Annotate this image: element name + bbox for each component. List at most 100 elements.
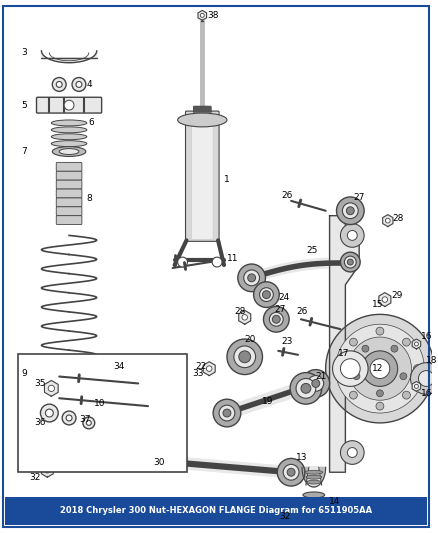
Circle shape: [206, 366, 212, 372]
Circle shape: [344, 256, 356, 268]
Circle shape: [414, 384, 418, 389]
Circle shape: [83, 417, 95, 429]
Circle shape: [350, 338, 357, 346]
Text: 9: 9: [22, 369, 28, 378]
Circle shape: [340, 252, 360, 272]
Text: 30: 30: [153, 458, 164, 467]
Text: 4: 4: [87, 80, 92, 89]
Bar: [18, 354, 187, 472]
Text: 1: 1: [224, 175, 230, 184]
Circle shape: [346, 207, 354, 215]
Circle shape: [370, 359, 390, 378]
Polygon shape: [41, 463, 53, 477]
Circle shape: [64, 100, 74, 110]
Circle shape: [296, 378, 316, 398]
Text: 13: 13: [296, 453, 307, 462]
FancyBboxPatch shape: [56, 216, 82, 224]
Circle shape: [72, 77, 86, 91]
Polygon shape: [42, 51, 97, 63]
Ellipse shape: [51, 127, 87, 133]
Polygon shape: [45, 381, 58, 396]
Circle shape: [347, 259, 353, 265]
Text: 27: 27: [353, 193, 365, 203]
Circle shape: [348, 337, 411, 400]
Ellipse shape: [59, 149, 79, 155]
Circle shape: [343, 203, 358, 219]
FancyBboxPatch shape: [186, 111, 219, 241]
Circle shape: [45, 467, 50, 473]
Circle shape: [242, 314, 247, 320]
Circle shape: [238, 264, 265, 292]
Circle shape: [66, 415, 72, 421]
Circle shape: [302, 369, 329, 397]
Circle shape: [391, 345, 398, 352]
Bar: [5, 497, 427, 524]
Ellipse shape: [306, 475, 321, 479]
Circle shape: [400, 373, 407, 379]
Circle shape: [178, 257, 187, 267]
Text: 12: 12: [372, 364, 383, 373]
Circle shape: [376, 402, 384, 410]
FancyBboxPatch shape: [194, 106, 211, 118]
FancyBboxPatch shape: [191, 113, 213, 239]
Circle shape: [76, 82, 82, 87]
Circle shape: [332, 351, 368, 386]
Polygon shape: [203, 362, 215, 376]
Text: 11: 11: [227, 254, 238, 263]
Text: 32: 32: [279, 512, 291, 521]
Text: 20: 20: [245, 335, 256, 344]
Circle shape: [48, 385, 54, 392]
Circle shape: [56, 82, 62, 87]
Ellipse shape: [51, 141, 87, 147]
Text: 28: 28: [235, 307, 246, 316]
Text: 27: 27: [274, 305, 286, 314]
Circle shape: [325, 314, 434, 423]
Ellipse shape: [303, 492, 325, 498]
Circle shape: [336, 324, 424, 413]
Circle shape: [301, 383, 311, 393]
Circle shape: [377, 390, 383, 397]
Polygon shape: [302, 467, 325, 487]
Circle shape: [283, 464, 299, 480]
Text: 32: 32: [30, 473, 41, 482]
Text: 8: 8: [87, 195, 92, 204]
Text: 10: 10: [94, 399, 105, 408]
Circle shape: [385, 218, 390, 223]
Circle shape: [223, 409, 231, 417]
Text: 38: 38: [207, 11, 219, 20]
Circle shape: [40, 404, 58, 422]
Circle shape: [213, 399, 241, 427]
Polygon shape: [412, 339, 421, 349]
Circle shape: [46, 409, 53, 417]
Circle shape: [340, 359, 360, 378]
Text: 16: 16: [421, 389, 433, 398]
Circle shape: [244, 270, 260, 286]
Text: 17: 17: [338, 349, 349, 358]
Text: 14: 14: [328, 497, 340, 506]
Text: 16: 16: [421, 332, 433, 341]
Circle shape: [52, 77, 66, 91]
Text: 21: 21: [316, 372, 327, 381]
Ellipse shape: [52, 147, 86, 157]
Circle shape: [362, 345, 369, 352]
Circle shape: [277, 458, 305, 486]
Text: 3: 3: [22, 49, 28, 58]
Circle shape: [86, 421, 91, 425]
Circle shape: [290, 373, 321, 404]
Text: 22: 22: [195, 362, 207, 371]
Text: 7: 7: [22, 147, 28, 156]
Ellipse shape: [51, 134, 87, 140]
FancyBboxPatch shape: [56, 207, 82, 216]
Circle shape: [340, 223, 364, 247]
Circle shape: [269, 312, 283, 326]
FancyBboxPatch shape: [56, 180, 82, 189]
FancyBboxPatch shape: [36, 97, 102, 113]
Polygon shape: [285, 500, 297, 514]
Circle shape: [403, 338, 410, 346]
Circle shape: [336, 197, 364, 224]
Text: 5: 5: [22, 101, 28, 110]
Ellipse shape: [51, 120, 87, 126]
Circle shape: [308, 376, 324, 391]
Polygon shape: [306, 467, 321, 485]
FancyBboxPatch shape: [56, 189, 82, 198]
